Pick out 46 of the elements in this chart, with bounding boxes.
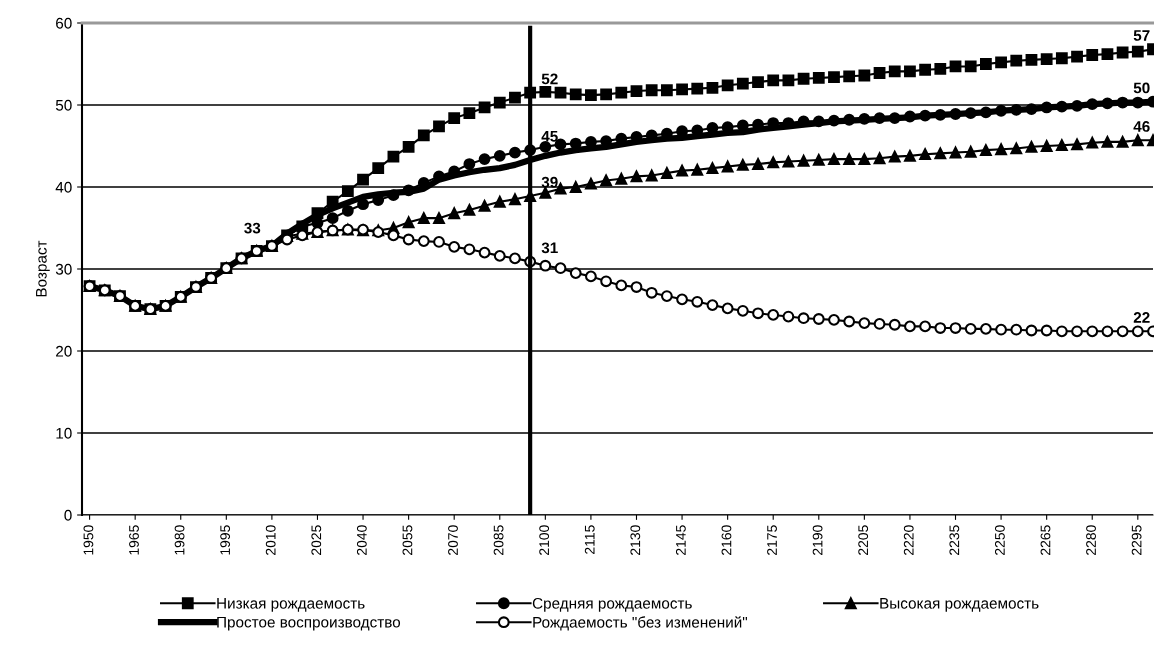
x-tick-label: 2235: [949, 525, 960, 555]
x-tick-label: 1995: [220, 525, 231, 555]
x-tick-label: 2145: [675, 525, 686, 555]
annotation: 45: [541, 131, 558, 142]
annotation: 33: [244, 222, 261, 234]
x-tick-label: 2265: [1040, 525, 1051, 555]
legend-label: Средняя рождаемость: [532, 597, 692, 612]
y-tick-label: 60: [56, 17, 72, 29]
annotation: 57: [1133, 30, 1150, 41]
legend-label: Низкая рождаемость: [217, 598, 365, 612]
legend-label: Рождаемость "без изменений": [533, 616, 748, 631]
x-tick-label: 2025: [311, 525, 322, 555]
x-tick-label: 2205: [858, 525, 869, 555]
y-axis-title: Возраст: [36, 240, 50, 297]
x-tick-label: 2055: [402, 525, 413, 555]
y-tick-label: 20: [56, 345, 72, 357]
x-tick-label: 2040: [356, 525, 367, 555]
x-tick-label: 2280: [1086, 525, 1096, 555]
x-tick-label: 2130: [630, 525, 641, 555]
x-tick-label: 2160: [721, 525, 732, 555]
annotation: 46: [1133, 121, 1150, 132]
x-tick-label: 2175: [767, 525, 777, 555]
x-tick-label: 2250: [994, 525, 1005, 555]
annotation: 52: [541, 73, 558, 85]
y-tick-label: 30: [55, 263, 72, 275]
x-tick-label: 1965: [129, 525, 139, 555]
y-tick-label: 10: [56, 427, 72, 439]
x-tick-label: 1950: [83, 525, 94, 555]
x-tick-label: 2190: [812, 525, 823, 555]
y-tick-label: 50: [55, 99, 72, 111]
annotation: 39: [541, 176, 558, 188]
annotation: 22: [1133, 312, 1150, 323]
x-tick-label: 1980: [174, 525, 185, 555]
x-tick-label: 2070: [448, 525, 458, 555]
y-tick-label: 40: [55, 181, 72, 193]
x-tick-label: 2220: [903, 525, 914, 555]
x-tick-label: 2085: [493, 525, 504, 555]
x-tick-label: 2100: [539, 525, 550, 555]
legend-label: Простое воспроизводство: [217, 616, 401, 631]
annotation: 31: [541, 242, 558, 254]
annotation: 50: [1133, 82, 1150, 94]
x-tick-label: 2115: [584, 525, 595, 554]
legend-label: Высокая рождаемость: [880, 598, 1039, 612]
y-tick-label: 0: [64, 509, 72, 521]
x-tick-label: 2295: [1131, 525, 1142, 555]
x-tick-label: 2010: [265, 525, 276, 555]
